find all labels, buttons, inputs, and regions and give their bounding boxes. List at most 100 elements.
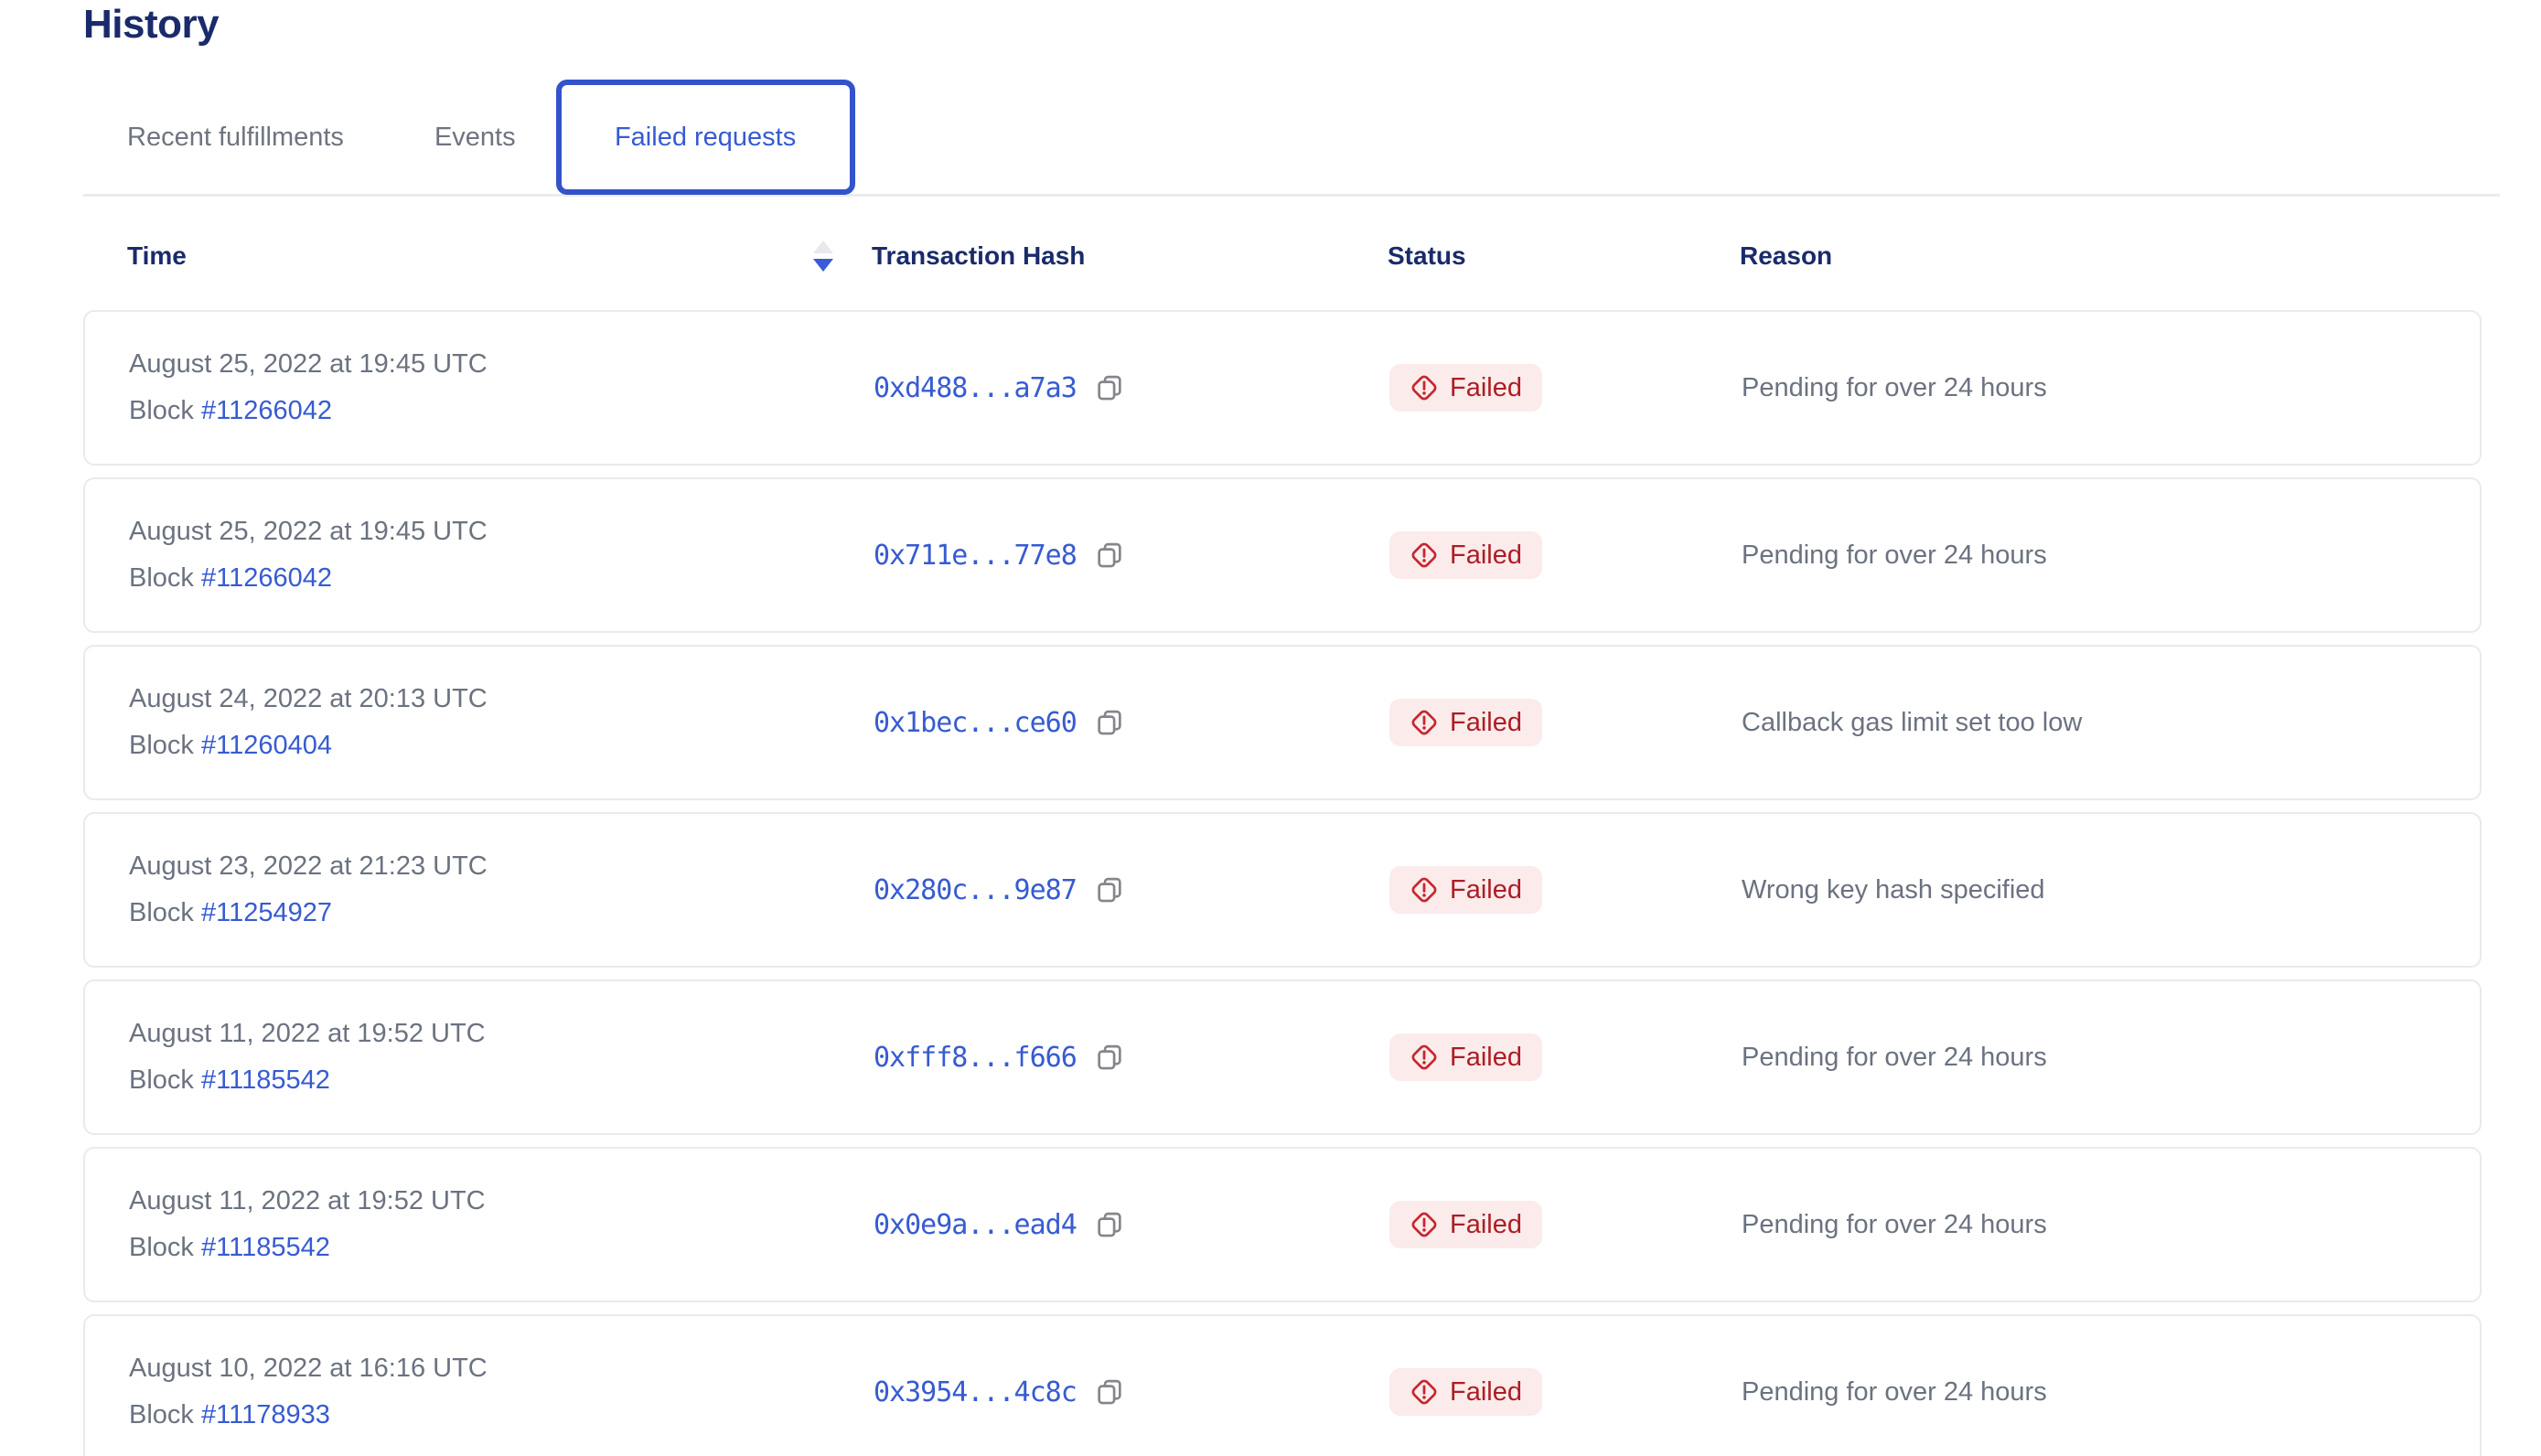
block-number-link[interactable]: #11266042 <box>200 396 332 425</box>
transaction-hash-cell: 0x0e9a...ead4 <box>874 1208 1389 1241</box>
failed-requests-list: August 25, 2022 at 19:45 UTC Block #1126… <box>83 310 2482 1456</box>
tab-recent-fulfillments[interactable]: Recent fulfillments <box>127 122 344 152</box>
block-number-link[interactable]: #11185542 <box>200 1065 330 1095</box>
transaction-hash-link[interactable]: 0x711e...77e8 <box>874 539 1078 572</box>
table-header: Time Transaction Hash Status Reason <box>83 229 2482 284</box>
copy-icon[interactable] <box>1093 706 1126 739</box>
reason-cell: Callback gas limit set too low <box>1742 707 2083 737</box>
block-line: Block #11185542 <box>129 1233 874 1263</box>
tab-failed-requests-label: Failed requests <box>614 122 797 152</box>
row-timestamp: August 23, 2022 at 21:23 UTC <box>129 851 488 881</box>
copy-icon[interactable] <box>1093 371 1126 404</box>
row-timestamp: August 10, 2022 at 16:16 UTC <box>129 1354 488 1383</box>
transaction-hash-link[interactable]: 0x3954...4c8c <box>874 1376 1078 1408</box>
block-line: Block #11260404 <box>129 731 874 761</box>
block-label: Block <box>129 1233 201 1262</box>
column-header-status: Status <box>1388 241 1466 270</box>
reason-cell: Pending for over 24 hours <box>1742 372 2047 402</box>
copy-icon[interactable] <box>1093 873 1126 906</box>
sort-arrows-icon[interactable] <box>813 241 833 272</box>
transaction-hash-link[interactable]: 0xd488...a7a3 <box>874 371 1078 404</box>
status-label: Failed <box>1450 707 1522 737</box>
status-label: Failed <box>1450 1376 1522 1407</box>
status-label: Failed <box>1450 540 1522 570</box>
status-cell: Failed <box>1389 1368 1742 1416</box>
block-line: Block #11178933 <box>129 1400 874 1430</box>
column-header-time-label: Time <box>127 241 187 270</box>
block-number-link[interactable]: #11185542 <box>200 1233 330 1262</box>
block-label: Block <box>129 1065 201 1095</box>
tabbar-divider <box>83 194 2500 197</box>
status-label: Failed <box>1450 1209 1522 1239</box>
row-timestamp: August 11, 2022 at 19:52 UTC <box>129 1186 486 1215</box>
column-header-reason: Reason <box>1740 241 1833 270</box>
status-cell: Failed <box>1389 531 1742 579</box>
status-label: Failed <box>1450 372 1522 402</box>
table-row: August 10, 2022 at 16:16 UTC Block #1117… <box>83 1314 2482 1456</box>
time-cell: August 25, 2022 at 19:45 UTC Block #1126… <box>129 517 874 594</box>
failed-diamond-alert-icon <box>1411 1212 1437 1237</box>
transaction-hash-link[interactable]: 0x280c...9e87 <box>874 873 1078 906</box>
sort-descending-arrow-icon <box>813 259 833 272</box>
block-label: Block <box>129 1400 201 1429</box>
reason-cell: Wrong key hash specified <box>1742 874 2045 905</box>
block-line: Block #11266042 <box>129 563 874 594</box>
tabbar: Recent fulfillments Events Failed reques… <box>83 78 855 197</box>
time-cell: August 25, 2022 at 19:45 UTC Block #1126… <box>129 349 874 426</box>
tab-events[interactable]: Events <box>434 122 516 152</box>
status-cell: Failed <box>1389 866 1742 914</box>
time-cell: August 10, 2022 at 16:16 UTC Block #1117… <box>129 1354 874 1430</box>
failed-diamond-alert-icon <box>1411 710 1437 735</box>
time-cell: August 11, 2022 at 19:52 UTC Block #1118… <box>129 1019 874 1096</box>
status-badge: Failed <box>1389 1368 1542 1416</box>
table-row: August 25, 2022 at 19:45 UTC Block #1126… <box>83 310 2482 466</box>
block-number-link[interactable]: #11178933 <box>200 1400 330 1429</box>
transaction-hash-link[interactable]: 0x0e9a...ead4 <box>874 1208 1078 1241</box>
transaction-hash-link[interactable]: 0x1bec...ce60 <box>874 706 1078 739</box>
failed-diamond-alert-icon <box>1411 542 1437 568</box>
failed-diamond-alert-icon <box>1411 1379 1437 1405</box>
block-line: Block #11185542 <box>129 1065 874 1096</box>
reason-cell: Pending for over 24 hours <box>1742 1209 2047 1239</box>
transaction-hash-cell: 0x1bec...ce60 <box>874 706 1389 739</box>
status-cell: Failed <box>1389 364 1742 412</box>
status-cell: Failed <box>1389 1201 1742 1248</box>
status-badge: Failed <box>1389 364 1542 412</box>
time-cell: August 23, 2022 at 21:23 UTC Block #1125… <box>129 851 874 928</box>
time-cell: August 11, 2022 at 19:52 UTC Block #1118… <box>129 1186 874 1263</box>
table-row: August 11, 2022 at 19:52 UTC Block #1118… <box>83 1147 2482 1302</box>
block-label: Block <box>129 563 201 593</box>
transaction-hash-link[interactable]: 0xfff8...f666 <box>874 1041 1078 1074</box>
copy-icon[interactable] <box>1093 1041 1126 1074</box>
failed-diamond-alert-icon <box>1411 877 1437 903</box>
transaction-hash-cell: 0x3954...4c8c <box>874 1376 1389 1408</box>
block-number-link[interactable]: #11266042 <box>200 563 332 593</box>
status-label: Failed <box>1450 874 1522 905</box>
copy-icon[interactable] <box>1093 539 1126 572</box>
reason-cell: Pending for over 24 hours <box>1742 1042 2047 1072</box>
status-badge: Failed <box>1389 699 1542 746</box>
failed-diamond-alert-icon <box>1411 375 1437 401</box>
sort-ascending-arrow-icon <box>813 241 833 253</box>
status-cell: Failed <box>1389 1033 1742 1081</box>
row-timestamp: August 25, 2022 at 19:45 UTC <box>129 517 488 546</box>
block-label: Block <box>129 396 201 425</box>
block-line: Block #11254927 <box>129 898 874 928</box>
copy-icon[interactable] <box>1093 1208 1126 1241</box>
table-row: August 24, 2022 at 20:13 UTC Block #1126… <box>83 645 2482 800</box>
block-number-link[interactable]: #11254927 <box>200 898 332 927</box>
block-number-link[interactable]: #11260404 <box>200 731 332 760</box>
row-timestamp: August 11, 2022 at 19:52 UTC <box>129 1019 486 1048</box>
reason-cell: Pending for over 24 hours <box>1742 540 2047 570</box>
copy-icon[interactable] <box>1093 1376 1126 1408</box>
tab-failed-requests[interactable]: Failed requests <box>555 80 855 195</box>
column-header-time[interactable]: Time <box>127 241 872 272</box>
transaction-hash-cell: 0x280c...9e87 <box>874 873 1389 906</box>
status-cell: Failed <box>1389 699 1742 746</box>
status-label: Failed <box>1450 1042 1522 1072</box>
status-badge: Failed <box>1389 531 1542 579</box>
time-cell: August 24, 2022 at 20:13 UTC Block #1126… <box>129 684 874 761</box>
block-line: Block #11266042 <box>129 396 874 426</box>
table-row: August 23, 2022 at 21:23 UTC Block #1125… <box>83 812 2482 968</box>
